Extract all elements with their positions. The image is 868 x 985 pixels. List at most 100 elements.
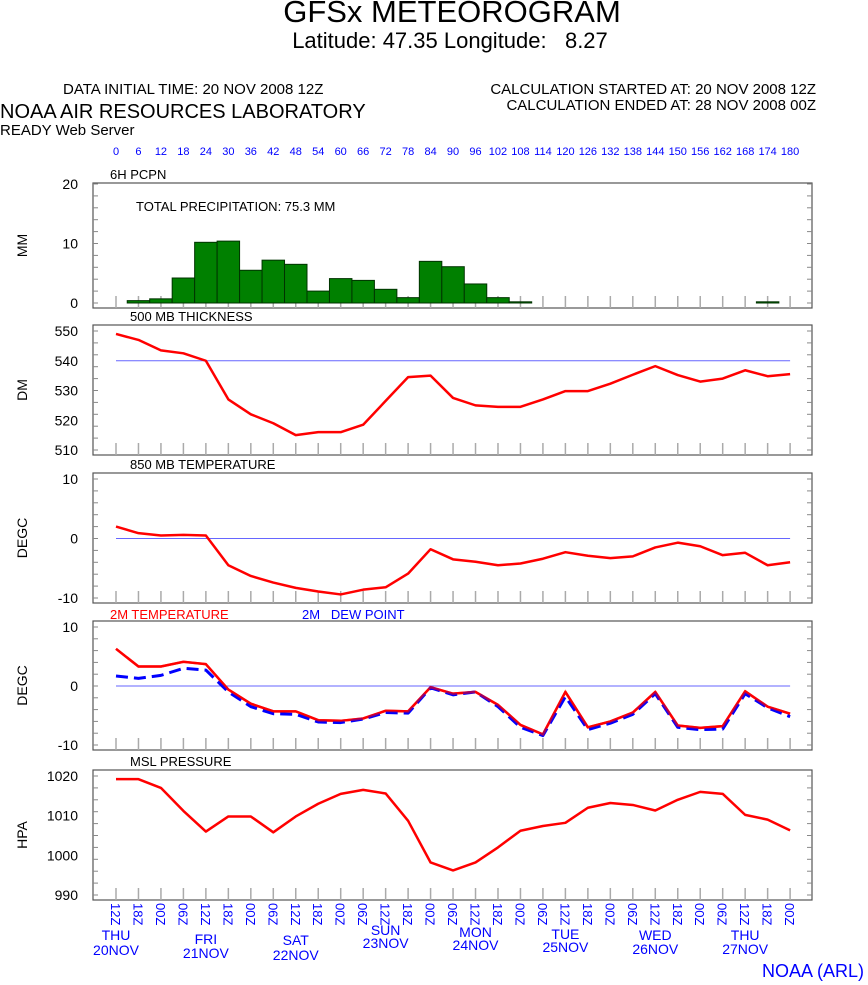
y-axis-label: DM — [14, 379, 30, 401]
date-label: 21NOV — [183, 945, 230, 961]
forecast-hour-label: 0 — [113, 146, 119, 158]
precip-bar — [126, 300, 151, 304]
y-axis-label: DEGC — [14, 665, 30, 705]
day-label: MON — [459, 924, 492, 940]
forecast-hour-label: 66 — [357, 146, 369, 158]
precip-bar — [441, 266, 465, 304]
utc-time-label: 12Z — [557, 903, 572, 925]
panel-4: 10 0 -10 DEGC 2M TEMPERATURE 2M DEW POINT — [14, 607, 813, 753]
utc-time-label: 06Z — [175, 903, 190, 925]
utc-time-label: 12Z — [737, 903, 752, 925]
y-tick-label: 10 — [62, 471, 78, 487]
date-label: 27NOV — [722, 941, 769, 957]
precip-bar — [351, 279, 375, 304]
forecast-hour-label: 138 — [624, 146, 642, 158]
forecast-hour-label: 150 — [669, 146, 687, 158]
forecast-hour-label: 72 — [380, 146, 392, 158]
y-tick-label: 0 — [70, 531, 78, 547]
precip-bar — [261, 259, 286, 304]
y-tick-label: -10 — [58, 737, 78, 753]
precip-bar — [194, 241, 218, 304]
panel-title: MSL PRESSURE — [130, 754, 232, 769]
utc-time-label: 06Z — [535, 903, 550, 925]
forecast-hour-label: 90 — [447, 146, 459, 158]
y-tick-label: 540 — [55, 353, 79, 369]
utc-time-label: 06Z — [445, 903, 460, 925]
forecast-hour-label: 144 — [646, 146, 664, 158]
forecast-hour-label: 114 — [534, 146, 552, 158]
plot-frame — [92, 769, 813, 901]
forecast-hour-label: 108 — [511, 146, 529, 158]
forecast-hour-label: 132 — [601, 146, 619, 158]
forecast-hour-label: 24 — [200, 146, 212, 158]
utc-time-label: 00Z — [333, 903, 348, 925]
day-label: SAT — [283, 932, 310, 948]
precip-bar — [418, 260, 443, 304]
forecast-hour-label: 84 — [424, 146, 436, 158]
chart-title: GFSx METEOROGRAM — [283, 0, 621, 29]
series-line — [115, 647, 791, 736]
precip-bar — [486, 297, 510, 304]
utc-time-label: 12Z — [468, 903, 483, 925]
y-tick-label: 530 — [55, 383, 79, 399]
chart-subtitle: Latitude: 47.35 Longitude: 8.27 — [292, 28, 608, 53]
calc-started: CALCULATION STARTED AT: 20 NOV 2008 12Z — [490, 81, 816, 98]
legend-dew-point: 2M DEW POINT — [302, 607, 405, 622]
precip-bar — [396, 297, 420, 304]
y-tick-label: 520 — [55, 412, 79, 428]
panel-title: 6H PCPN — [110, 167, 166, 182]
forecast-hour-label: 180 — [781, 146, 799, 158]
utc-time-label: 18Z — [490, 903, 505, 925]
utc-time-label: 00Z — [782, 903, 797, 925]
forecast-hour-label: 60 — [335, 146, 347, 158]
series-line — [115, 525, 791, 596]
precip-bar — [171, 277, 196, 304]
utc-time-label: 00Z — [153, 903, 168, 925]
y-tick-label: 1010 — [47, 808, 78, 824]
utc-time-label: 18Z — [130, 903, 145, 925]
utc-time-label: 00Z — [602, 903, 617, 925]
series-line — [116, 777, 791, 872]
forecast-hour-label: 12 — [155, 146, 167, 158]
precip-bar — [328, 278, 353, 304]
forecast-hour-label: 42 — [267, 146, 279, 158]
server-label: READY Web Server — [0, 122, 135, 139]
noaa-credit: NOAA (ARL) — [761, 961, 864, 981]
y-tick-label: 990 — [55, 887, 79, 903]
calc-ended: CALCULATION ENDED AT: 28 NOV 2008 00Z — [506, 97, 816, 114]
utc-time-label: 18Z — [760, 903, 775, 925]
y-tick-label: 10 — [62, 619, 78, 635]
utc-time-label: 06Z — [625, 903, 640, 925]
day-label: FRI — [195, 931, 218, 947]
precip-bar — [755, 301, 780, 304]
forecast-hour-label: 36 — [245, 146, 257, 158]
y-tick-label: 10 — [62, 236, 78, 252]
y-tick-label: 550 — [55, 323, 79, 339]
utc-time-label: 00Z — [243, 903, 258, 925]
y-tick-label: 0 — [70, 295, 78, 311]
y-tick-label: 20 — [62, 176, 78, 192]
y-tick-label: 0 — [70, 678, 78, 694]
organization: NOAA AIR RESOURCES LABORATORY — [0, 101, 366, 123]
forecast-hour-label: 162 — [714, 146, 732, 158]
date-label: 25NOV — [542, 939, 589, 955]
precip-bar — [216, 240, 241, 304]
precip-bar — [149, 298, 173, 304]
day-label: SUN — [371, 922, 401, 938]
utc-time-label: 18Z — [220, 903, 235, 925]
total-precipitation-annotation: TOTAL PRECIPITATION: 75.3 MM — [136, 199, 335, 214]
forecast-hour-label: 48 — [290, 146, 302, 158]
series-line — [115, 647, 791, 736]
day-label: TUE — [551, 926, 579, 942]
panel-1: 20 10 0 MM 6H PCPN TOTAL PRECIPITATION: 75.3 … — [14, 167, 813, 311]
utc-time-label: 00Z — [423, 903, 438, 925]
date-label: 24NOV — [453, 937, 500, 953]
day-label: THU — [102, 927, 131, 943]
series-line — [115, 332, 791, 437]
panel-3: 10 0 -10 DEGC 850 MB TEMPERATURE — [14, 457, 813, 606]
forecast-hour-label: 96 — [469, 146, 481, 158]
utc-time-label: 18Z — [670, 903, 685, 925]
y-tick-label: 1020 — [47, 768, 78, 784]
forecast-hour-label: 102 — [489, 146, 507, 158]
